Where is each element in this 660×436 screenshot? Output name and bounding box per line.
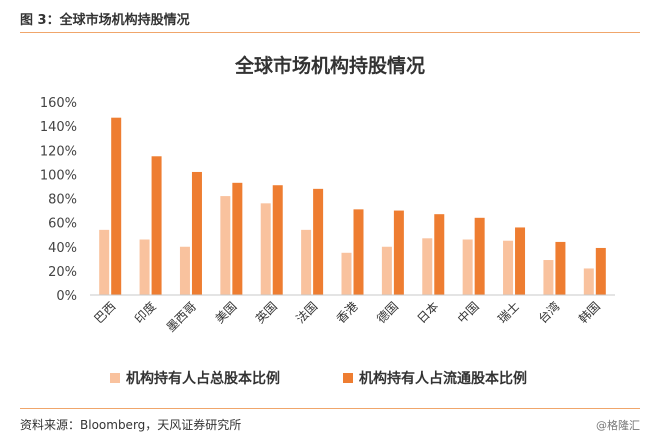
figure-label: 图 3：全球市场机构持股情况	[20, 13, 190, 28]
legend-swatch	[343, 373, 353, 383]
bar-total-shares	[220, 196, 231, 295]
bar-float-shares	[555, 241, 566, 295]
legend-swatch	[110, 373, 120, 383]
bar-float-shares	[595, 247, 606, 295]
bar-total-shares	[341, 252, 352, 295]
x-axis-labels: 巴西 印度 墨西哥 美国 英国 法国 香港 德国 日本 中国 瑞士 台湾 韩国	[91, 299, 602, 335]
bar-float-shares	[393, 210, 404, 295]
x-tick-label: 法国	[293, 299, 320, 326]
y-tick-label: 80%	[48, 193, 77, 208]
y-axis: 0% 20% 40% 60% 80% 100% 120% 140% 160%	[40, 96, 77, 304]
chart-title: 全球市场机构持股情况	[234, 54, 425, 77]
x-tick-label: 墨西哥	[164, 299, 199, 334]
x-tick-label: 德国	[373, 299, 401, 327]
x-tick-label: 台湾	[535, 299, 563, 327]
bar-total-shares	[583, 268, 594, 295]
x-tick-label: 中国	[454, 299, 482, 327]
x-tick-label: 瑞士	[495, 299, 522, 326]
bar-total-shares	[422, 238, 433, 295]
bar-total-shares	[543, 260, 554, 295]
bar-total-shares	[381, 246, 392, 295]
x-tick-label: 印度	[131, 299, 159, 327]
y-tick-label: 40%	[48, 241, 77, 256]
bar-total-shares	[260, 203, 271, 295]
bars-group	[99, 117, 606, 296]
bar-float-shares	[232, 182, 243, 295]
bar-float-shares	[515, 227, 526, 295]
bar-float-shares	[151, 156, 162, 295]
x-tick-label: 韩国	[575, 299, 603, 327]
y-tick-label: 60%	[48, 217, 77, 232]
bar-float-shares	[111, 117, 122, 296]
legend-label: 机构持有人占总股本比例	[126, 370, 280, 387]
y-tick-label: 20%	[48, 265, 77, 280]
bar-float-shares	[353, 209, 364, 295]
y-tick-label: 140%	[40, 120, 77, 135]
y-tick-label: 160%	[40, 96, 77, 111]
x-tick-label: 英国	[253, 299, 280, 326]
bar-float-shares	[434, 214, 445, 295]
bar-float-shares	[191, 171, 202, 295]
y-tick-label: 120%	[40, 144, 77, 159]
bar-total-shares	[503, 240, 514, 295]
header-divider	[20, 32, 640, 33]
bar-float-shares	[474, 217, 485, 295]
x-tick-label: 巴西	[91, 299, 118, 326]
figure-footer: 资料来源：Bloomberg，天风证券研究所 @格隆汇	[0, 408, 660, 436]
figure-header: 图 3：全球市场机构持股情况	[0, 0, 660, 33]
bar-total-shares	[179, 246, 190, 295]
x-tick-label: 香港	[334, 299, 361, 326]
watermark: @格隆汇	[596, 419, 640, 432]
x-tick-label: 美国	[213, 299, 240, 326]
bar-float-shares	[313, 188, 324, 295]
bar-total-shares	[462, 239, 473, 295]
bar-chart: 全球市场机构持股情况 0% 20% 40% 60% 80% 100% 120% 140% 160…	[40, 54, 615, 387]
x-tick-label: 日本	[415, 299, 442, 326]
bar-total-shares	[301, 229, 312, 295]
y-tick-label: 0%	[56, 289, 77, 304]
footer-divider	[20, 408, 640, 409]
bar-total-shares	[139, 239, 150, 295]
legend: 机构持有人占总股本比例 机构持有人占流通股本比例	[110, 370, 527, 387]
legend-label: 机构持有人占流通股本比例	[359, 370, 527, 387]
y-tick-label: 100%	[40, 168, 77, 183]
bar-float-shares	[272, 185, 283, 295]
bar-total-shares	[99, 229, 110, 295]
source-note: 资料来源：Bloomberg，天风证券研究所	[20, 418, 242, 432]
